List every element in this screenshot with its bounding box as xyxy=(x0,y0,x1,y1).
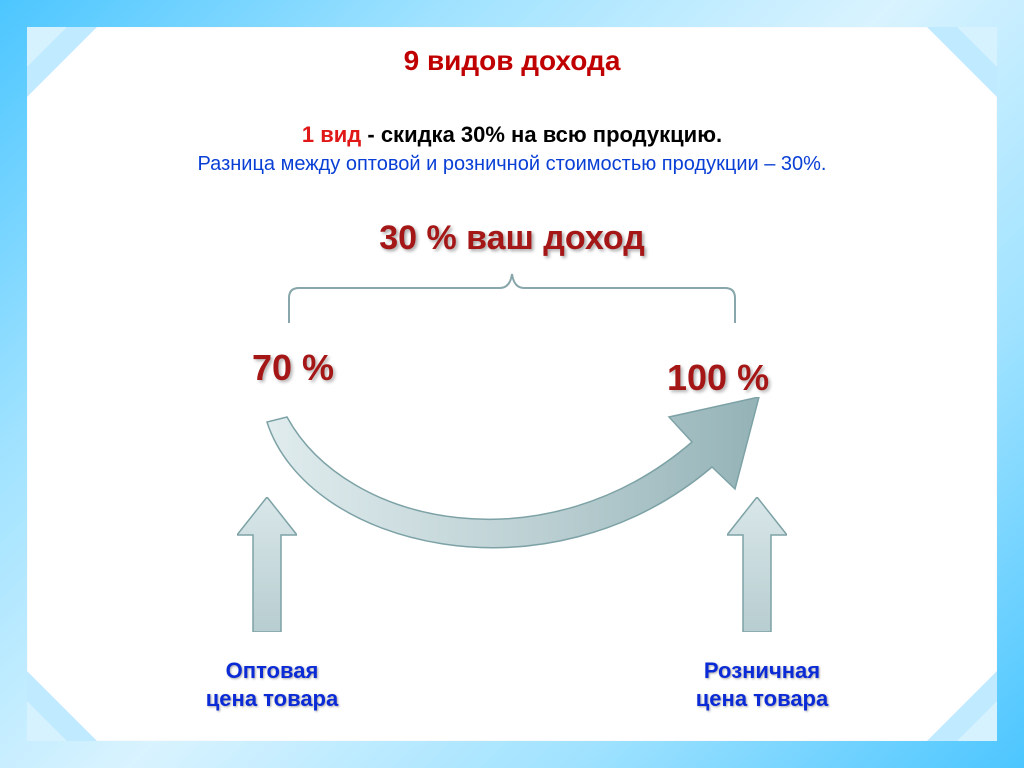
label-wholesale-l2: цена товара xyxy=(206,686,338,711)
up-arrow-icon xyxy=(237,497,297,632)
label-retail-l2: цена товара xyxy=(696,686,828,711)
curve-arrow-icon xyxy=(227,397,787,607)
subtitle-part1: 1 вид xyxy=(302,122,361,147)
subtitle-part2: - скидка 30% на всю продукцию. xyxy=(361,122,722,147)
label-retail-l1: Розничная xyxy=(704,658,820,683)
up-arrow-icon xyxy=(727,497,787,632)
up-arrow-left xyxy=(237,497,297,637)
subtitle-line: 1 вид - скидка 30% на всю продукцию. xyxy=(27,122,997,148)
corner-decoration xyxy=(957,701,997,741)
percent-left: 70 % xyxy=(252,347,334,389)
slide-inner: 9 видов дохода 1 вид - скидка 30% на всю… xyxy=(27,27,997,741)
headline: 30 % ваш доход xyxy=(27,219,997,258)
subtext: Разница между оптовой и розничной стоимо… xyxy=(27,153,997,176)
label-wholesale: Оптовая цена товара xyxy=(172,657,372,712)
up-arrow-right xyxy=(727,497,787,637)
bracket-icon xyxy=(287,270,737,325)
corner-decoration xyxy=(27,701,67,741)
slide-frame: 9 видов дохода 1 вид - скидка 30% на всю… xyxy=(0,0,1024,768)
label-wholesale-l1: Оптовая xyxy=(226,658,319,683)
percent-right: 100 % xyxy=(667,357,769,399)
slide-title: 9 видов дохода xyxy=(27,45,997,77)
label-retail: Розничная цена товара xyxy=(657,657,867,712)
